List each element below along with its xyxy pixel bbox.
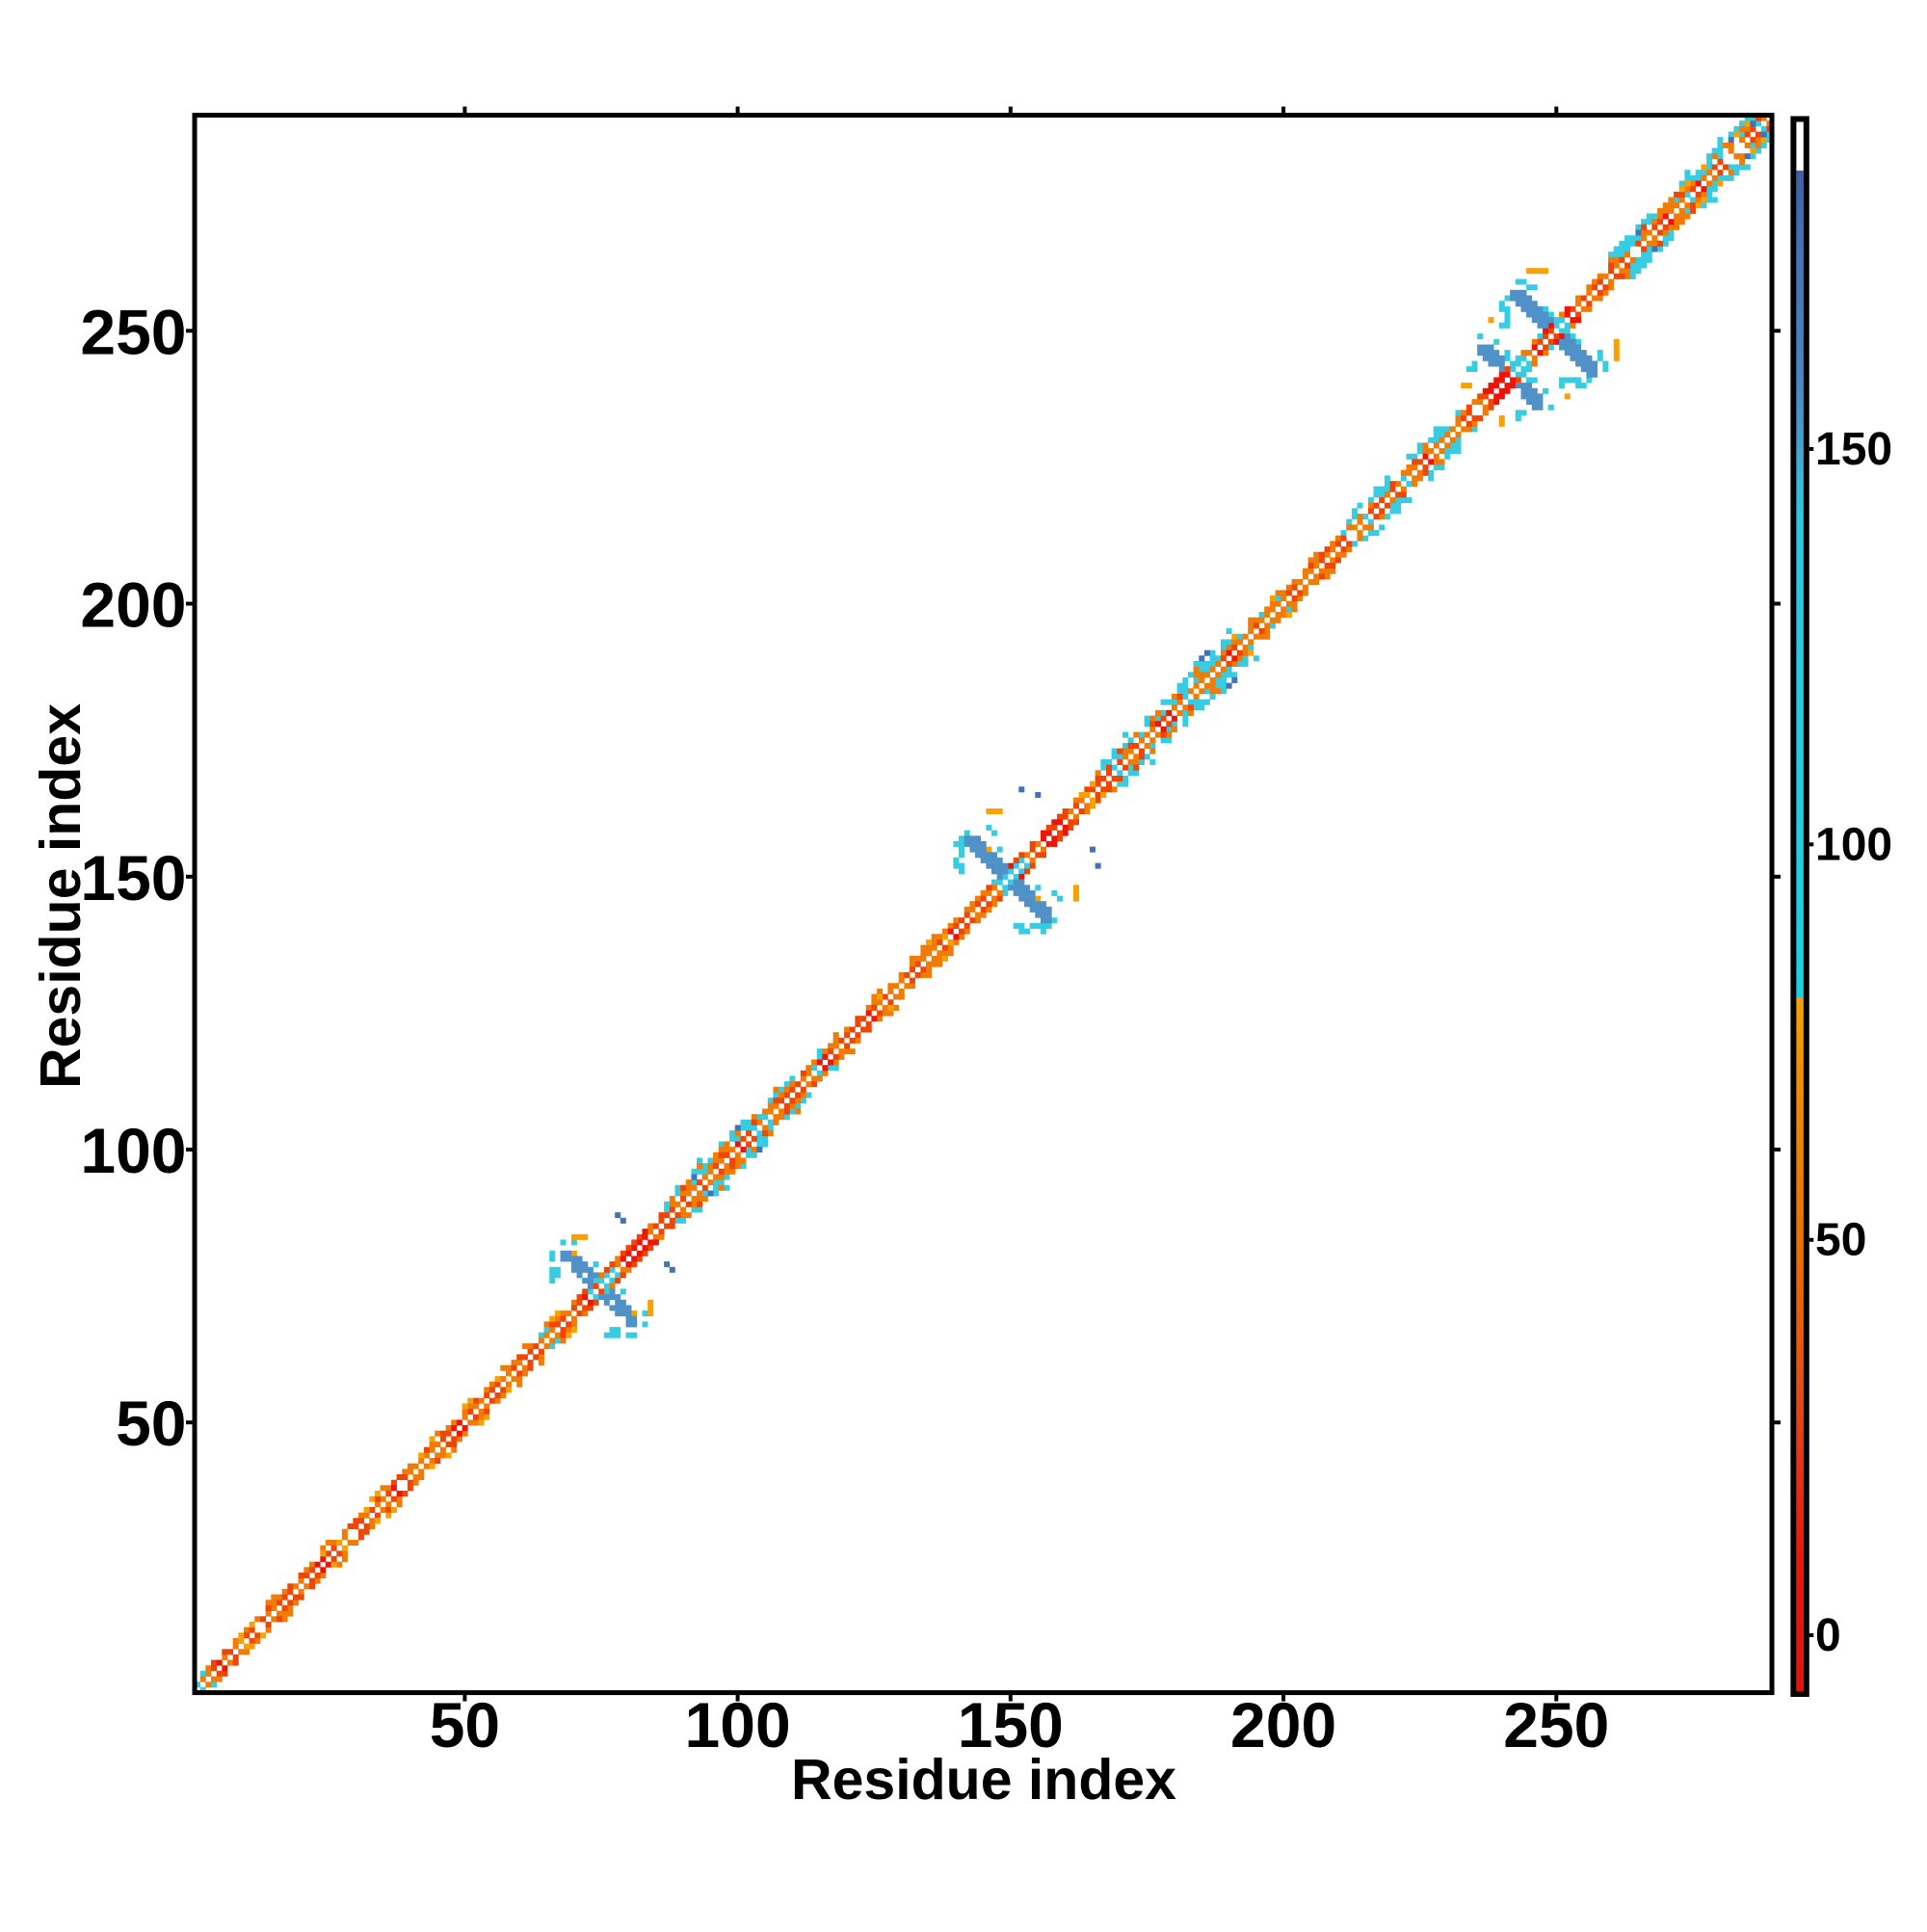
svg-text:250: 250	[80, 296, 186, 367]
svg-text:200: 200	[1230, 1689, 1336, 1760]
svg-text:100: 100	[80, 1115, 186, 1186]
svg-text:50: 50	[1815, 1215, 1866, 1266]
svg-text:200: 200	[80, 569, 186, 641]
svg-text:250: 250	[1503, 1689, 1609, 1760]
svg-text:100: 100	[1815, 819, 1892, 870]
svg-text:100: 100	[685, 1689, 791, 1760]
svg-text:50: 50	[116, 1388, 186, 1459]
svg-text:0: 0	[1815, 1610, 1841, 1661]
svg-text:Residue index: Residue index	[791, 1748, 1176, 1812]
svg-text:150: 150	[80, 842, 186, 913]
svg-text:Residue index: Residue index	[29, 703, 92, 1089]
svg-text:150: 150	[958, 1689, 1064, 1760]
svg-text:150: 150	[1815, 424, 1892, 475]
svg-text:50: 50	[430, 1689, 500, 1760]
